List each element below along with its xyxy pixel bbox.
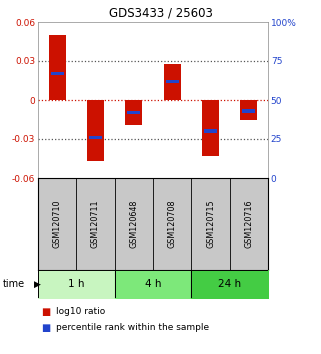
Bar xyxy=(87,100,104,161)
Text: GSM120716: GSM120716 xyxy=(244,200,253,248)
Bar xyxy=(125,100,143,125)
Text: 1 h: 1 h xyxy=(68,279,84,289)
Bar xyxy=(127,111,140,114)
Text: GSM120715: GSM120715 xyxy=(206,200,215,248)
Text: GSM120648: GSM120648 xyxy=(129,200,138,248)
Text: GSM120711: GSM120711 xyxy=(91,200,100,248)
Bar xyxy=(163,64,181,100)
Bar xyxy=(240,100,257,120)
Text: GDS3433 / 25603: GDS3433 / 25603 xyxy=(108,6,213,19)
Bar xyxy=(51,72,64,75)
Text: ■: ■ xyxy=(41,307,50,317)
Text: percentile rank within the sample: percentile rank within the sample xyxy=(56,324,209,332)
Text: ■: ■ xyxy=(41,323,50,333)
Text: time: time xyxy=(3,279,25,289)
Bar xyxy=(48,35,66,100)
Bar xyxy=(202,100,219,156)
Text: ▶: ▶ xyxy=(33,280,40,289)
Bar xyxy=(89,136,102,139)
Text: log10 ratio: log10 ratio xyxy=(56,308,105,316)
Text: GSM120708: GSM120708 xyxy=(168,200,177,248)
Text: 24 h: 24 h xyxy=(218,279,241,289)
Text: GSM120710: GSM120710 xyxy=(53,200,62,248)
Bar xyxy=(166,80,178,83)
Bar xyxy=(204,130,217,133)
Text: 4 h: 4 h xyxy=(145,279,161,289)
Bar xyxy=(242,109,255,113)
